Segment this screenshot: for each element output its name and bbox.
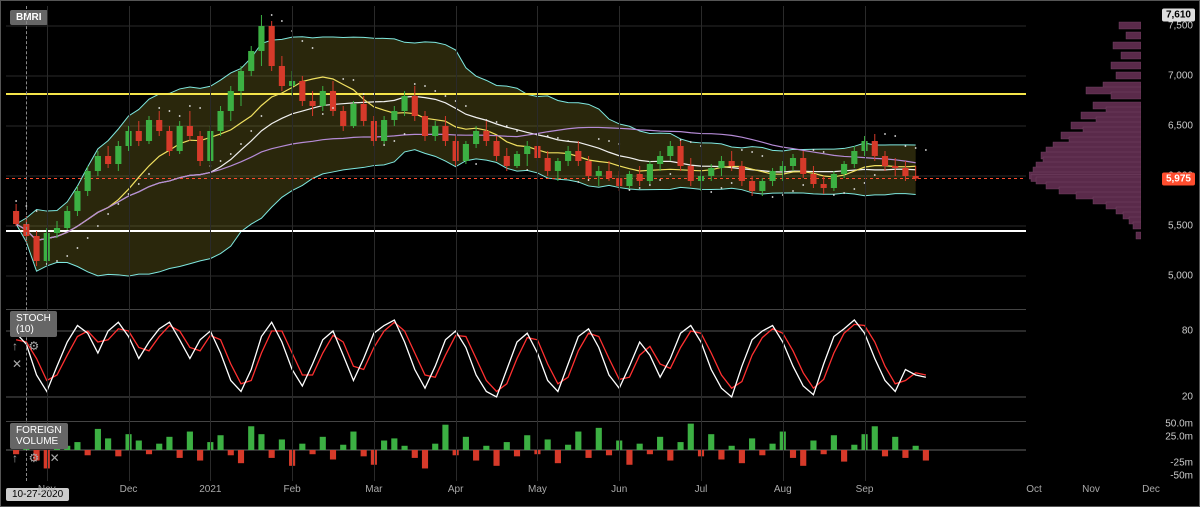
chart-viewport[interactable]: BMRI STOCH (10) ↑ ⚙ ✕ FOREIGN VOLUME ↑ ⚙… [0,0,1200,507]
price-chart-svg[interactable] [6,6,1026,306]
grid-vertical [47,6,48,481]
volume-chart-svg[interactable] [6,421,1026,479]
y-tick: 20 [1182,392,1193,403]
x-axis-month: Jul [695,484,708,495]
y-tick: 80 [1182,326,1193,337]
x-axis-month: Aug [774,484,792,495]
x-axis-month: Sep [856,484,874,495]
x-axis-month: Dec [120,484,138,495]
grid-vertical [783,6,784,481]
grid-vertical [456,6,457,481]
y-tick: -50m [1170,471,1193,482]
y-tick: 50.0m [1165,418,1193,429]
y-tick: 25.0m [1165,431,1193,442]
y-tick: 5,000 [1168,271,1193,282]
grid-vertical [701,6,702,481]
y-tick: -25m [1170,458,1193,469]
stoch-move-icon[interactable]: ↑ [12,339,18,353]
grid-vertical [374,6,375,481]
stoch-settings-icon[interactable]: ⚙ [28,339,39,353]
crosshair-vertical [26,6,27,481]
current-price-badge: 5,975 [1162,172,1195,185]
grid-vertical [210,6,211,481]
y-tick: 6,500 [1168,121,1193,132]
high-price-badge: 7,610 [1162,9,1195,22]
grid-vertical [292,6,293,481]
x-axis-month: Feb [283,484,300,495]
vol-settings-icon[interactable]: ⚙ [28,451,39,465]
x-axis-month: Nov [1082,484,1100,495]
y-tick: 5,500 [1168,221,1193,232]
x-axis-month: Jun [611,484,627,495]
grid-vertical [619,6,620,481]
y-axis: 5,0005,5006,0006,5007,0007,5005,9757,610… [1144,6,1199,481]
x-axis-month: 2021 [199,484,221,495]
stoch-close-icon[interactable]: ✕ [12,357,22,371]
y-tick: 7,000 [1168,71,1193,82]
volume-badge: FOREIGN VOLUME [10,423,68,449]
x-axis-month: May [528,484,547,495]
grid-vertical [537,6,538,481]
grid-vertical [129,6,130,481]
stoch-chart-svg[interactable] [6,309,1026,419]
x-axis-month: Dec [1142,484,1160,495]
y-tick: 7,500 [1168,21,1193,32]
volume-profile [1029,6,1141,306]
x-axis-month: Oct [1026,484,1042,495]
vol-move-icon[interactable]: ↑ [12,451,18,465]
x-axis-month: Apr [448,484,464,495]
x-axis-month: Nov [38,484,56,495]
vol-close-icon[interactable]: ✕ [50,451,60,465]
grid-vertical [865,6,866,481]
stoch-badge: STOCH (10) [10,311,57,337]
x-axis-month: Mar [365,484,382,495]
